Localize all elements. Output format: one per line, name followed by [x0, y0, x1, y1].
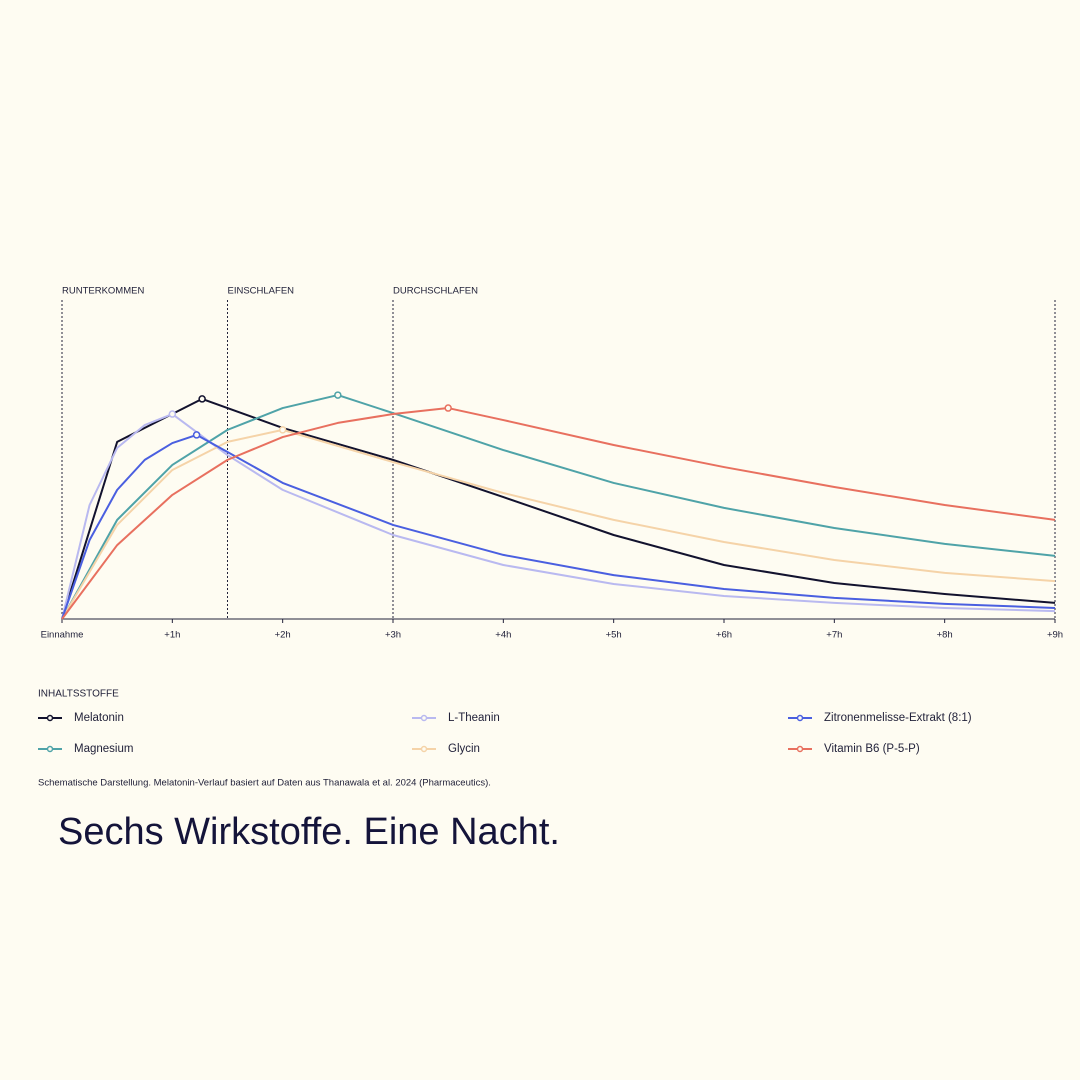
peak-marker — [168, 410, 177, 418]
legend-label: Zitronenmelisse-Extrakt (8:1) — [824, 712, 972, 724]
legend-marker — [796, 714, 804, 722]
x-tick-label: +9h — [1047, 630, 1063, 641]
x-tick-label: +3h — [385, 630, 401, 641]
legend-title: INHALTSSTOFFE — [38, 689, 119, 700]
peak-marker — [444, 404, 452, 412]
x-tick-label: +1h — [164, 630, 180, 641]
series-line — [61, 433, 1056, 620]
x-tick-label: +2h — [275, 630, 291, 641]
x-tick-label: +4h — [495, 630, 511, 641]
series-line — [61, 407, 1056, 620]
peak-marker — [198, 395, 206, 403]
footnote: Schematische Darstellung. Melatonin-Verl… — [38, 778, 491, 789]
headline: Sechs Wirkstoffe. Eine Nacht. — [58, 811, 560, 853]
legend-marker — [46, 714, 54, 722]
x-tick-label: +5h — [606, 630, 622, 641]
legend-marker — [420, 745, 428, 753]
peak-marker — [334, 391, 342, 399]
series-line — [61, 413, 1056, 620]
legend-marker — [420, 714, 428, 722]
peak-marker — [192, 431, 201, 439]
x-tick-label: Einnahme — [41, 630, 84, 641]
phase-label: DURCHSCHLAFEN — [393, 286, 478, 297]
legend-label: Magnesium — [74, 743, 133, 755]
legend-marker — [46, 745, 54, 753]
legend-label: L-Theanin — [448, 712, 500, 724]
phase-label: RUNTERKOMMEN — [62, 286, 144, 297]
series-line — [61, 428, 1056, 620]
legend-label: Glycin — [448, 743, 480, 755]
x-tick-label: +8h — [937, 630, 953, 641]
peak-marker — [278, 426, 287, 434]
legend-label: Vitamin B6 (P-5-P) — [824, 743, 920, 755]
legend-label: Melatonin — [74, 712, 124, 724]
phase-label: EINSCHLAFEN — [228, 286, 295, 297]
x-tick-label: +6h — [716, 630, 732, 641]
x-tick-label: +7h — [826, 630, 842, 641]
legend-marker — [796, 745, 804, 753]
